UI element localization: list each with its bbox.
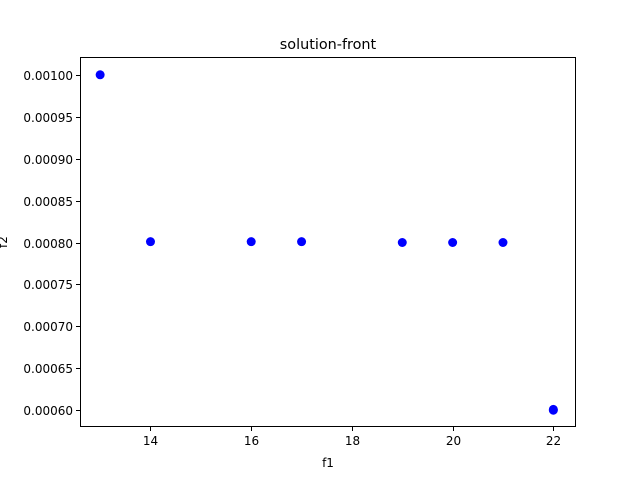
y-tick-label: 0.00095 <box>23 111 73 125</box>
y-axis: 0.00060 0.00065 0.00070 0.00075 0.00080 0.000… <box>23 69 80 418</box>
points-layer <box>95 70 558 415</box>
y-tick-label: 0.00060 <box>23 404 73 418</box>
x-axis: 14 16 18 20 22 <box>143 427 561 448</box>
x-tick-label: 14 <box>143 434 158 448</box>
y-tick-label: 0.00080 <box>23 237 73 251</box>
data-point <box>448 238 458 247</box>
data-point <box>95 70 105 80</box>
data-point <box>397 238 407 247</box>
plot-frame <box>80 57 576 427</box>
x-tick-label: 22 <box>546 434 561 448</box>
chart-title: solution-front <box>280 37 377 53</box>
data-point <box>498 238 508 247</box>
data-point <box>297 237 307 247</box>
y-axis-label: f2 <box>0 236 10 248</box>
data-point <box>246 237 256 247</box>
x-tick-label: 16 <box>244 434 259 448</box>
x-tick-label: 18 <box>345 434 360 448</box>
y-tick-label: 0.00090 <box>23 153 73 167</box>
y-tick-label: 0.00070 <box>23 320 73 334</box>
x-tick-label: 20 <box>446 434 461 448</box>
data-point <box>548 404 558 414</box>
y-tick-label: 0.00065 <box>23 362 73 376</box>
x-axis-label: f1 <box>322 456 334 470</box>
y-tick-label: 0.00075 <box>23 278 73 292</box>
y-tick-label: 0.00100 <box>23 69 73 83</box>
data-point <box>145 237 155 247</box>
y-tick-label: 0.00085 <box>23 195 73 209</box>
